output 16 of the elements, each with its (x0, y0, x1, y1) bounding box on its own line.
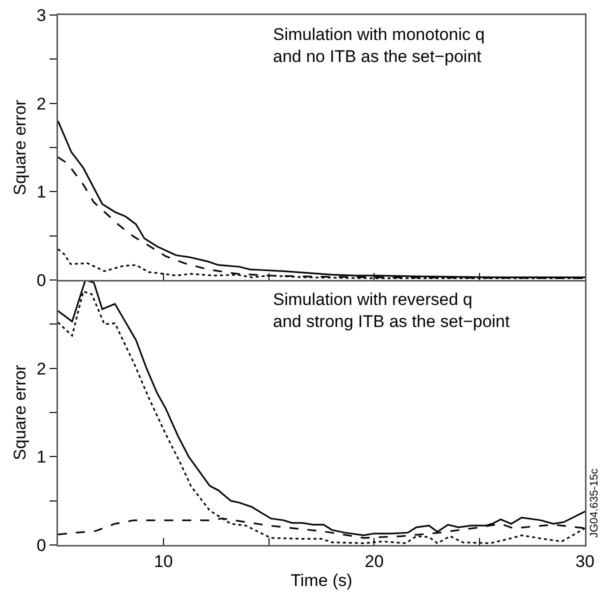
y-tick-label: 1 (36, 182, 46, 202)
y-tick-label: 0 (36, 270, 46, 290)
x-tick-label: 30 (576, 552, 594, 571)
y-tick-label: 0 (36, 536, 46, 555)
x-axis-title: Time (s) (290, 571, 352, 590)
y-tick-label: 1 (36, 448, 46, 467)
x-tick-label: 20 (364, 552, 384, 571)
text: JG04.635-15c (588, 468, 600, 538)
y-axis-title: Square error (10, 99, 30, 196)
y-tick-label: 3 (36, 6, 46, 25)
y-axis-title: Square error (10, 364, 30, 460)
annotation: Simulation with reversed q and strong ITB as the set−point (273, 290, 510, 332)
y-tick-label: 2 (36, 94, 46, 114)
x-tick-label: 10 (154, 552, 173, 571)
annotation: Simulation with monotonic q and no ITB as the set−point (273, 25, 485, 66)
y-tick-label: 2 (36, 359, 46, 378)
